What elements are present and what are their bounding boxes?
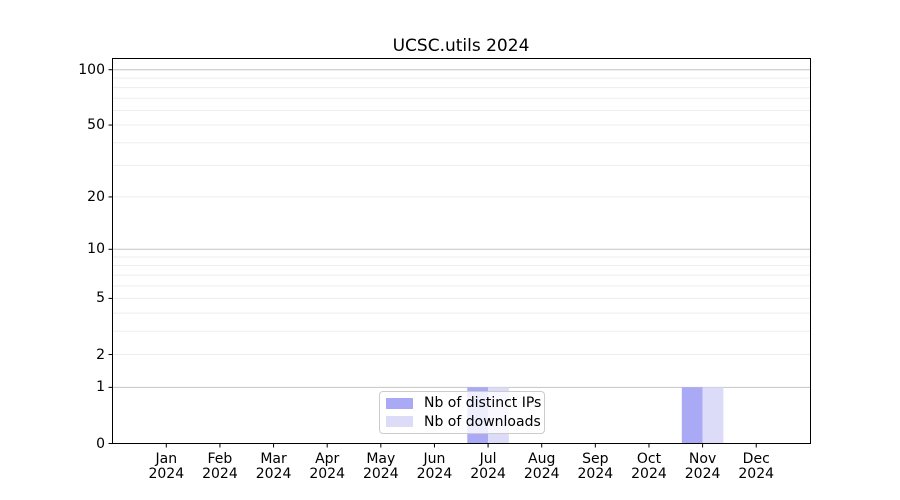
x-tick-label-mar: Mar 2024 <box>255 451 292 482</box>
y-tick-label-100: 100 <box>78 61 105 78</box>
x-tick-label-jan: Jan 2024 <box>148 451 185 482</box>
x-tick-label-jun: Jun 2024 <box>416 451 453 482</box>
x-tick-label-may: May 2024 <box>362 451 399 482</box>
x-tick-label-jul: Jul 2024 <box>470 451 506 482</box>
legend: Nb of distinct IPs Nb of downloads <box>379 391 545 434</box>
y-tick-label-20: 20 <box>87 188 105 205</box>
y-tick-label-2: 2 <box>96 346 105 363</box>
x-tick-label-aug: Aug 2024 <box>523 451 560 482</box>
y-tick-label-5: 5 <box>96 290 105 307</box>
x-tick-label-feb: Feb 2024 <box>202 451 238 482</box>
x-tick-label-apr: Apr 2024 <box>309 451 345 482</box>
bar-nb-of-distinct-ips-nov <box>681 387 703 444</box>
y-tick-label-1: 1 <box>96 379 105 396</box>
legend-label-distinct-ips: Nb of distinct IPs <box>424 395 542 412</box>
y-tick-label-10: 10 <box>87 241 105 258</box>
plot-frame <box>112 58 811 444</box>
legend-swatch-downloads <box>386 416 413 428</box>
x-tick-label-dec: Dec 2024 <box>738 451 775 482</box>
legend-swatch-distinct-ips <box>386 397 413 409</box>
chart-title: UCSC.utils 2024 <box>392 36 530 56</box>
x-tick-label-sep: Sep 2024 <box>577 451 614 482</box>
x-tick-label-oct: Oct 2024 <box>631 451 667 482</box>
legend-entry-downloads: Nb of downloads <box>386 413 541 430</box>
bar-nb-of-downloads-nov <box>702 387 724 444</box>
y-tick-label-50: 50 <box>87 117 105 134</box>
legend-entry-distinct-ips: Nb of distinct IPs <box>386 395 542 412</box>
x-tick-label-nov: Nov 2024 <box>684 451 721 482</box>
y-tick-label-0: 0 <box>96 435 105 452</box>
legend-label-downloads: Nb of downloads <box>424 413 541 430</box>
